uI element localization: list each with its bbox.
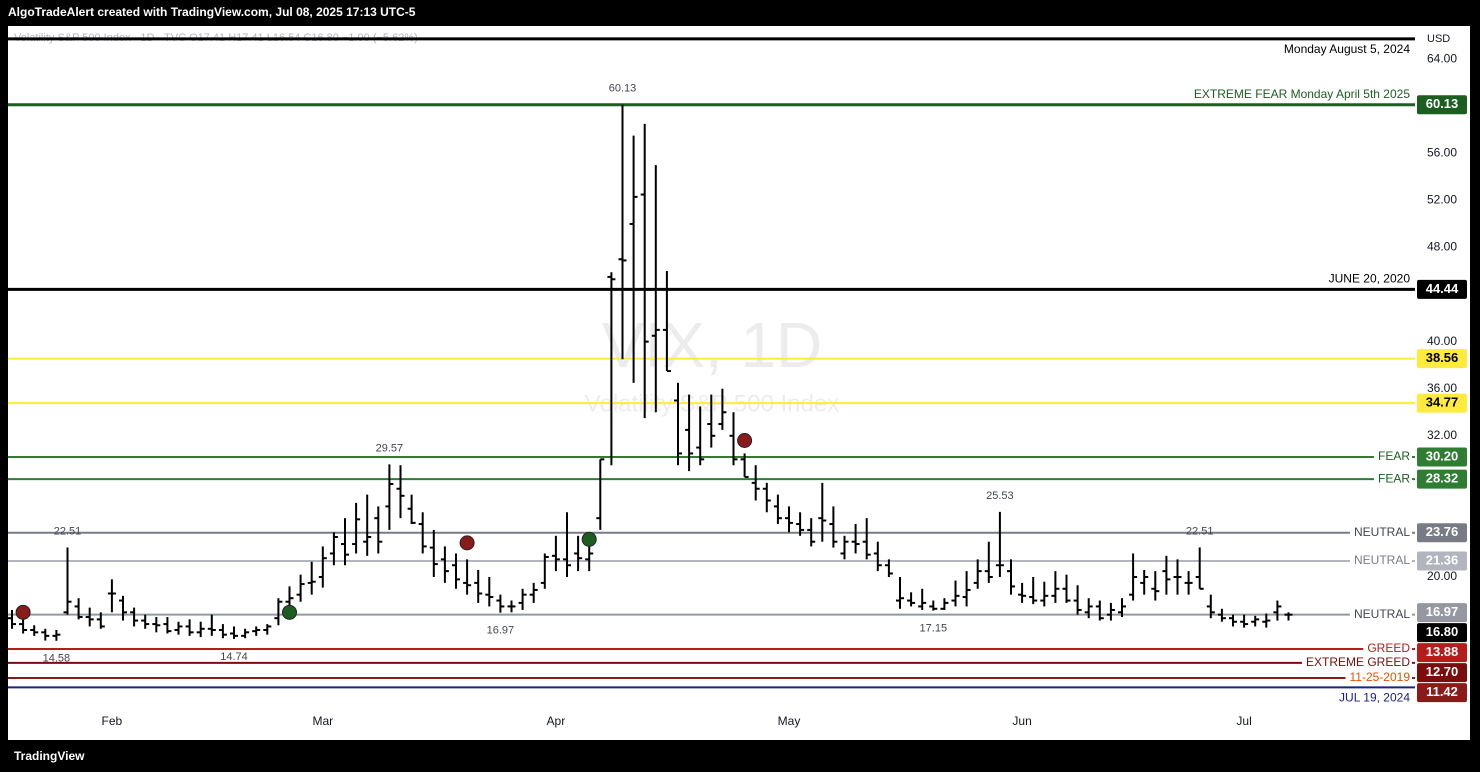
footer-logo: TradingView: [14, 749, 85, 763]
level-label: NEUTRAL: [1354, 525, 1410, 539]
extreme-label: 16.97: [487, 625, 515, 637]
extreme-label: 60.13: [609, 83, 637, 95]
extreme-label: 22.51: [54, 525, 82, 537]
price-tag-label: 28.32: [1426, 471, 1459, 486]
x-tick-label: Feb: [102, 714, 123, 728]
sell-signal: [15, 604, 31, 620]
level-label: FEAR: [1378, 471, 1410, 485]
price-tag: [1417, 279, 1467, 299]
level-label-bg: [1345, 670, 1412, 685]
price-tag: [1417, 349, 1467, 369]
price-tag-label: 44.44: [1426, 281, 1459, 296]
chart-area: [8, 26, 1470, 740]
price-tag-label: 21.36: [1426, 552, 1459, 567]
extreme-label: 14.58: [43, 653, 71, 665]
level-label: NEUTRAL: [1354, 553, 1410, 567]
level-label: NEUTRAL: [1354, 607, 1410, 621]
level-label: JUNE 20, 2020: [1329, 272, 1411, 286]
level-label-bg: [1301, 655, 1412, 670]
level-label-bg: [1373, 449, 1412, 464]
price-tag: [1417, 393, 1467, 413]
extreme-label: 14.74: [220, 651, 248, 663]
x-tick-label: Apr: [547, 714, 566, 728]
price-tag-label: 16.97: [1426, 604, 1459, 619]
price-tag: [1417, 623, 1467, 643]
price-tag: [1417, 643, 1467, 663]
level-label-bg: [1363, 642, 1412, 657]
price-tag-label: 34.77: [1426, 395, 1459, 410]
price-tag-label: 13.88: [1426, 644, 1459, 659]
y-tick-label: 52.00: [1427, 193, 1457, 207]
price-tag: [1417, 663, 1467, 683]
x-tick-label: Jul: [1236, 714, 1251, 728]
level-label: 11-25-2019: [1350, 670, 1411, 684]
y-tick-label: 56.00: [1427, 146, 1457, 160]
level-label: JUL 19, 2024: [1339, 691, 1410, 705]
buy-signal: [581, 531, 597, 547]
buy-signal: [282, 604, 297, 620]
y-tick-label: 36.00: [1427, 381, 1457, 395]
price-tag: [1417, 603, 1467, 623]
extreme-label: 22.51: [1186, 525, 1214, 537]
level-label: GREED: [1367, 641, 1410, 655]
level-label-bg: [1373, 472, 1412, 487]
price-tag: [1417, 95, 1467, 115]
x-tick-label: May: [778, 714, 801, 728]
price-tag: [1417, 551, 1467, 571]
price-tag-label: 12.70: [1426, 664, 1459, 679]
level-label: EXTREME FEAR Monday April 5th 2025: [1194, 87, 1410, 101]
price-tag: [1417, 683, 1467, 703]
y-tick-label: 64.00: [1427, 51, 1457, 65]
y-tick-label: 48.00: [1427, 240, 1457, 254]
level-label-bg: [1349, 607, 1412, 622]
price-tag-label: 23.76: [1426, 524, 1459, 539]
currency: USD: [1427, 33, 1450, 45]
price-tag-label: 30.20: [1426, 448, 1459, 463]
sell-signal: [459, 535, 475, 551]
extreme-label: 25.53: [986, 490, 1014, 502]
price-tag-label: 38.56: [1426, 350, 1459, 365]
price-tag-label: 60.13: [1426, 96, 1459, 111]
level-label: Monday August 5, 2024: [1284, 42, 1410, 56]
level-label-bg: [1349, 554, 1412, 569]
watermark: VIX, 1D: [602, 309, 823, 381]
price-tag: [1417, 447, 1467, 467]
y-tick-label: 20.00: [1427, 569, 1457, 583]
level-label: EXTREME GREED: [1306, 655, 1410, 669]
level-label-bg: [1349, 525, 1412, 540]
price-tag-label: 16.80: [1426, 624, 1459, 639]
price-tag-label: 11.42: [1426, 684, 1458, 699]
level-label: FEAR: [1378, 449, 1410, 463]
sell-signal: [737, 432, 753, 448]
extreme-label: 29.57: [376, 442, 404, 454]
price-tag: [1417, 523, 1467, 543]
y-tick-label: 32.00: [1427, 428, 1457, 442]
x-tick-label: Mar: [312, 714, 333, 728]
x-tick-label: Jun: [1012, 714, 1031, 728]
y-tick-label: 40.00: [1427, 334, 1457, 348]
extreme-label: 17.15: [920, 622, 948, 634]
plot: 64.00 56.00 52.00 48.00 40.00 36.00 32.00 20.00…: [8, 37, 1467, 728]
price-tag: [1417, 469, 1467, 489]
header: AlgoTradeAlert created with TradingView.…: [8, 5, 416, 19]
